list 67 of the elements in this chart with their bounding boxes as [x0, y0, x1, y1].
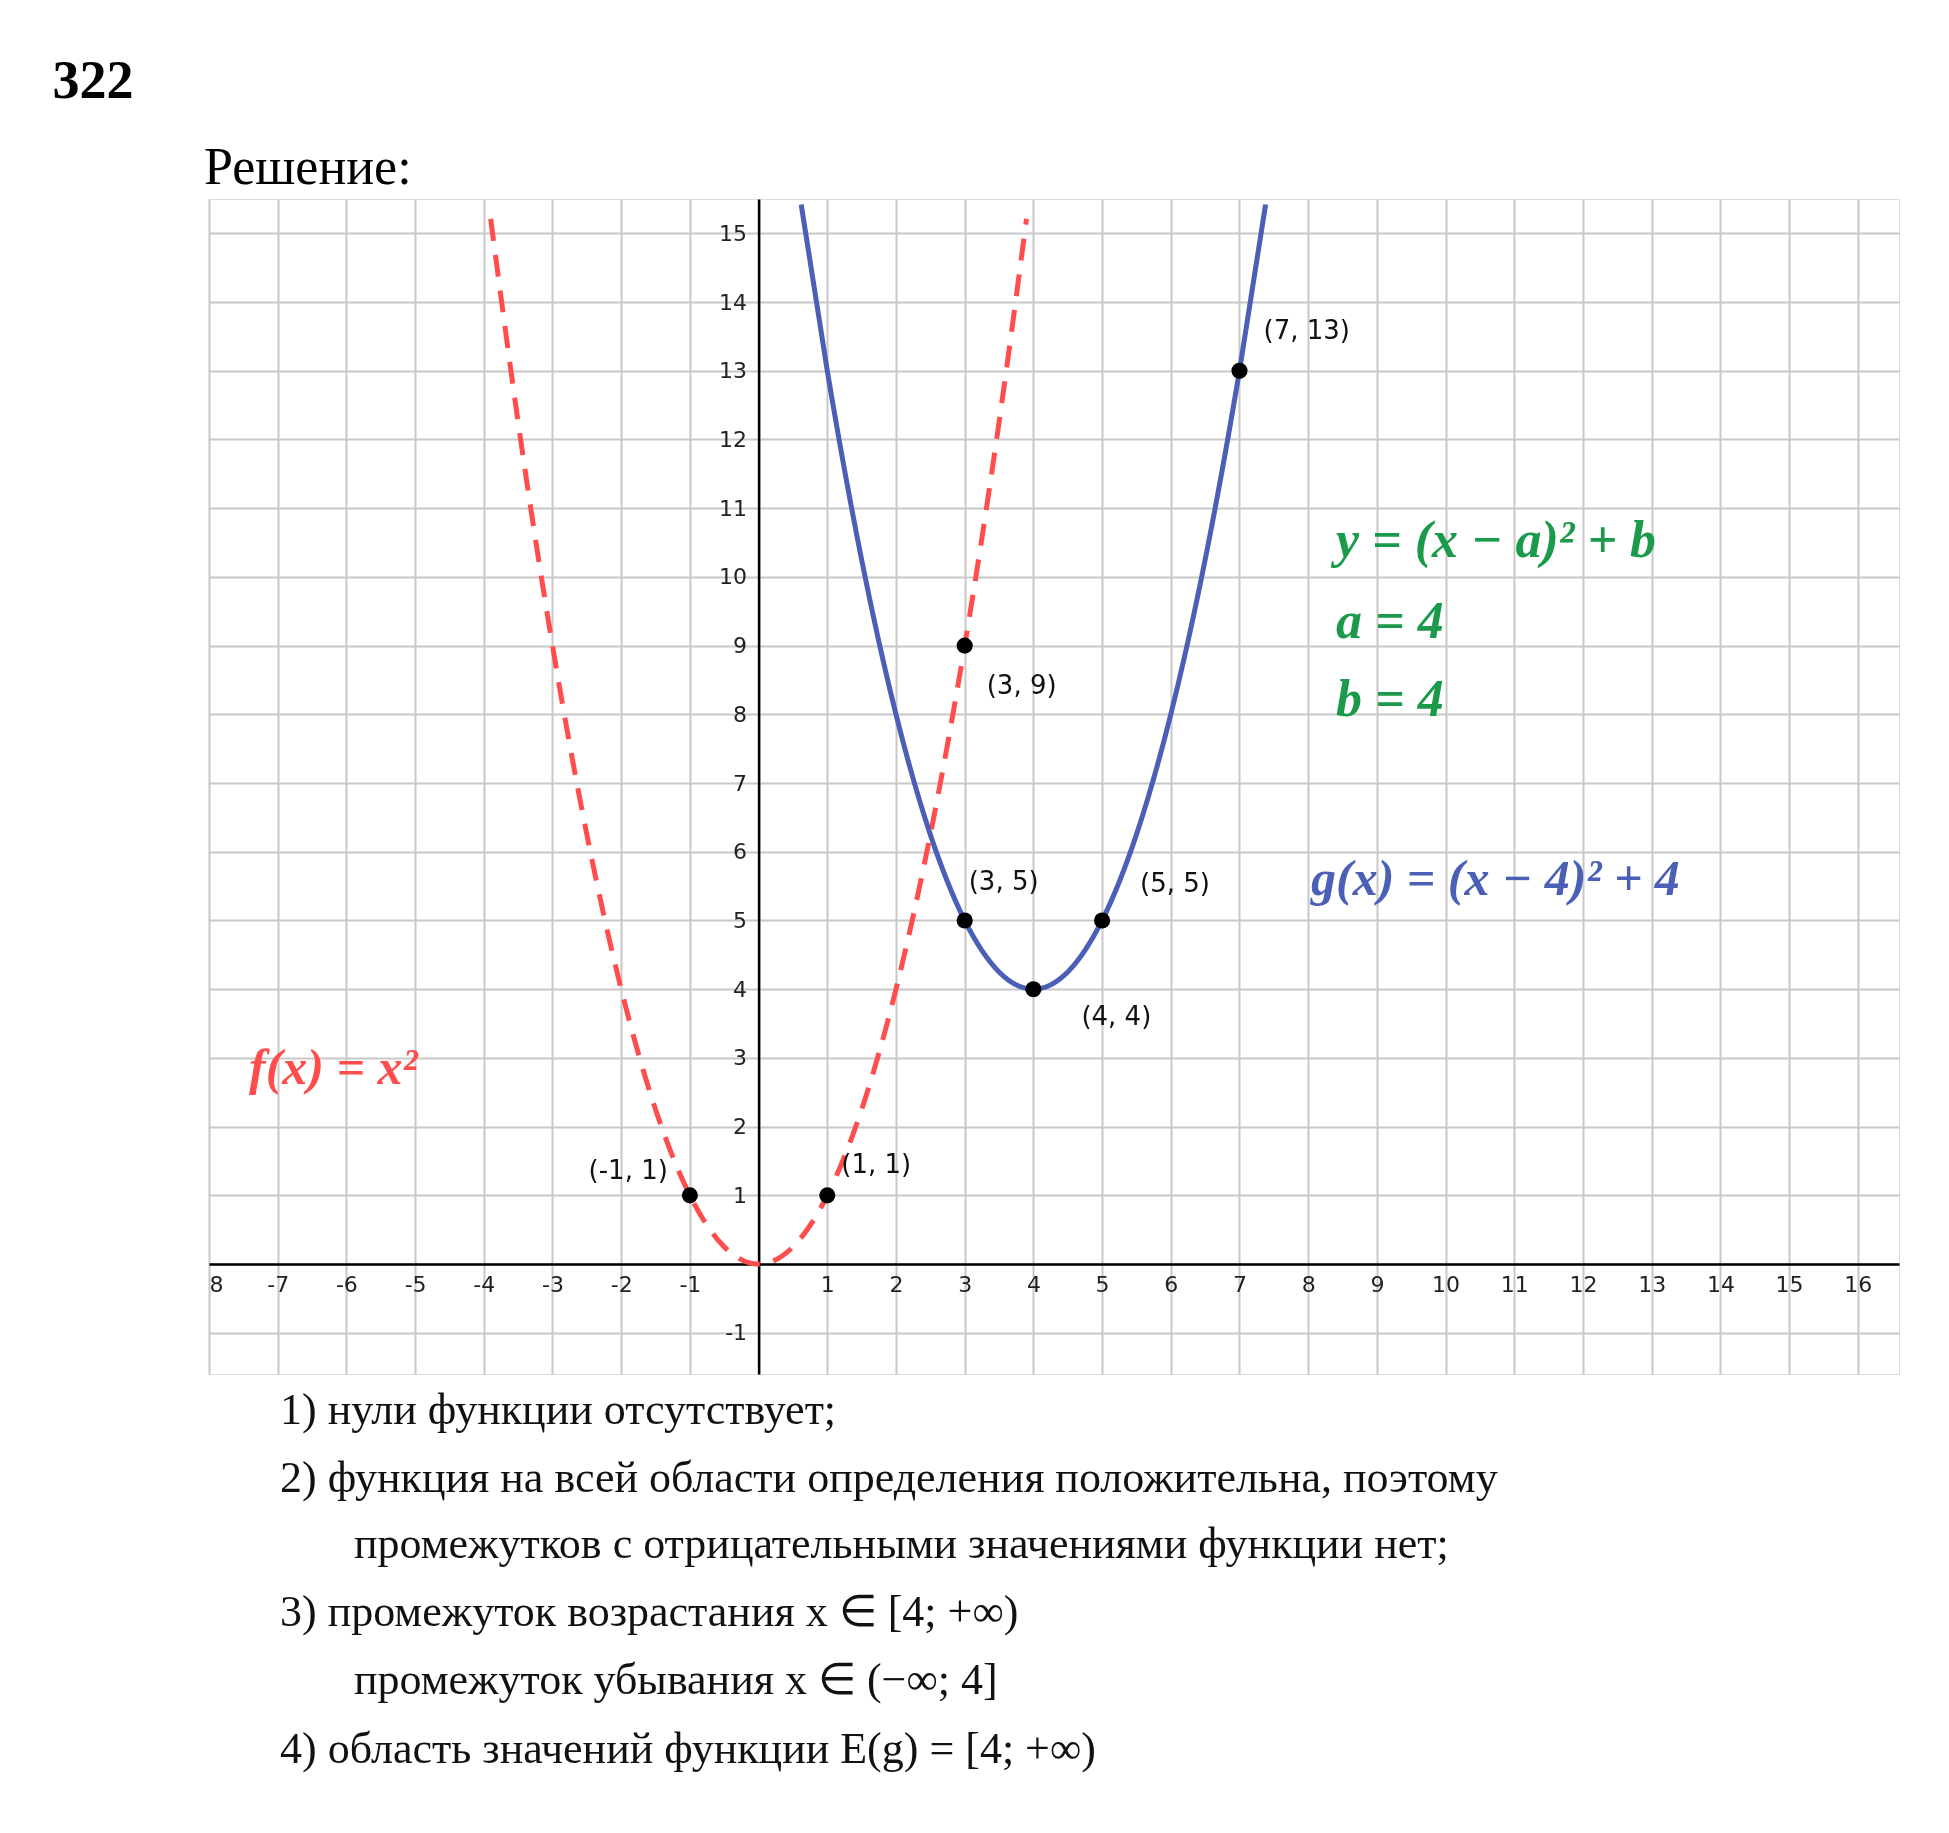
y-tick-label: 8: [733, 701, 748, 727]
x-tick-label: 16: [1844, 1271, 1873, 1297]
x-tick-label: 5: [1095, 1271, 1110, 1297]
x-tick-label: 8: [1301, 1271, 1316, 1297]
point: [1094, 912, 1111, 929]
x-tick-label: -4: [473, 1271, 496, 1297]
text: 2) функция на всей области определения положительна, поэтому: [280, 1453, 1498, 1502]
y-tick-label: 3: [733, 1045, 748, 1071]
text: 3) промежуток возрастания x ∈ [4; +∞): [280, 1587, 1019, 1636]
text: 1) нули функции отсутствует;: [280, 1385, 837, 1434]
x-tick-label: 6: [1164, 1271, 1179, 1297]
chart-title: 322: [52, 50, 134, 110]
point: [819, 1187, 836, 1204]
x-tick-label: 11: [1500, 1271, 1529, 1297]
annotation: (7, 13): [1263, 314, 1350, 345]
x-tick-label: 10: [1432, 1271, 1461, 1297]
annotation: b = 4: [1336, 670, 1444, 727]
chart-subtitle: Решение:: [204, 138, 412, 195]
y-tick-label: -1: [725, 1320, 748, 1346]
y-tick-label: 5: [733, 907, 748, 933]
point: [956, 637, 973, 654]
annotation: (1, 1): [841, 1149, 912, 1180]
y-tick-label: 1: [733, 1182, 748, 1208]
x-tick-label: -5: [404, 1271, 427, 1297]
annotation: y = (x − a)² + b: [1330, 511, 1657, 569]
y-tick-label: 13: [719, 358, 748, 384]
y-tick-label: 2: [733, 1114, 748, 1140]
y-tick-label: 9: [733, 633, 748, 659]
text: промежутков с отрицательными значениями функции нет;: [354, 1519, 1449, 1568]
x-tick-label: 13: [1638, 1271, 1667, 1297]
annotation: (5, 5): [1140, 868, 1210, 899]
y-tick-label: 6: [733, 839, 748, 865]
y-tick-label: 11: [719, 495, 748, 521]
annotation: (-1, 1): [588, 1155, 668, 1186]
text: f(x) = x²: [249, 1039, 419, 1095]
x-tick-label: 2: [889, 1271, 904, 1297]
x-tick-label: 9: [1370, 1271, 1385, 1297]
y-tick-label: 12: [719, 427, 748, 452]
x-tick-label: 4: [1026, 1271, 1041, 1297]
annotation: (4, 4): [1081, 1001, 1152, 1032]
text: 4) область значений функции E(g) = [4; +∞): [280, 1724, 1096, 1773]
x-tick-label: 8: [209, 1271, 224, 1297]
y-tick-label: 7: [733, 770, 748, 796]
x-tick-label: -1: [679, 1271, 702, 1297]
annotation: (3, 5): [968, 866, 1039, 897]
point: [1025, 981, 1042, 998]
x-tick-label: 1: [820, 1271, 835, 1297]
x-tick-label: 15: [1775, 1271, 1804, 1297]
text: промежуток убывания x ∈ (−∞; 4]: [354, 1655, 998, 1704]
x-tick-label: 12: [1569, 1271, 1598, 1297]
x-tick-label: -6: [335, 1271, 358, 1297]
text: g(x) = (x − 4)² + 4: [1310, 850, 1680, 906]
x-tick-label: -7: [267, 1271, 290, 1297]
point: [1231, 362, 1248, 379]
annotation: a = 4: [1336, 592, 1444, 649]
y-tick-label: 15: [719, 220, 748, 246]
y-tick-label: 10: [719, 564, 748, 590]
x-tick-label: 3: [958, 1271, 973, 1297]
x-tick-label: -3: [542, 1271, 564, 1297]
y-tick-label: 14: [719, 289, 748, 315]
annotation: (3, 9): [986, 669, 1057, 700]
point: [956, 912, 973, 929]
y-tick-label: 4: [733, 976, 748, 1002]
x-tick-label: 7: [1232, 1271, 1247, 1297]
x-tick-label: -2: [610, 1271, 633, 1297]
point: [681, 1187, 698, 1204]
x-tick-label: 14: [1706, 1271, 1735, 1297]
